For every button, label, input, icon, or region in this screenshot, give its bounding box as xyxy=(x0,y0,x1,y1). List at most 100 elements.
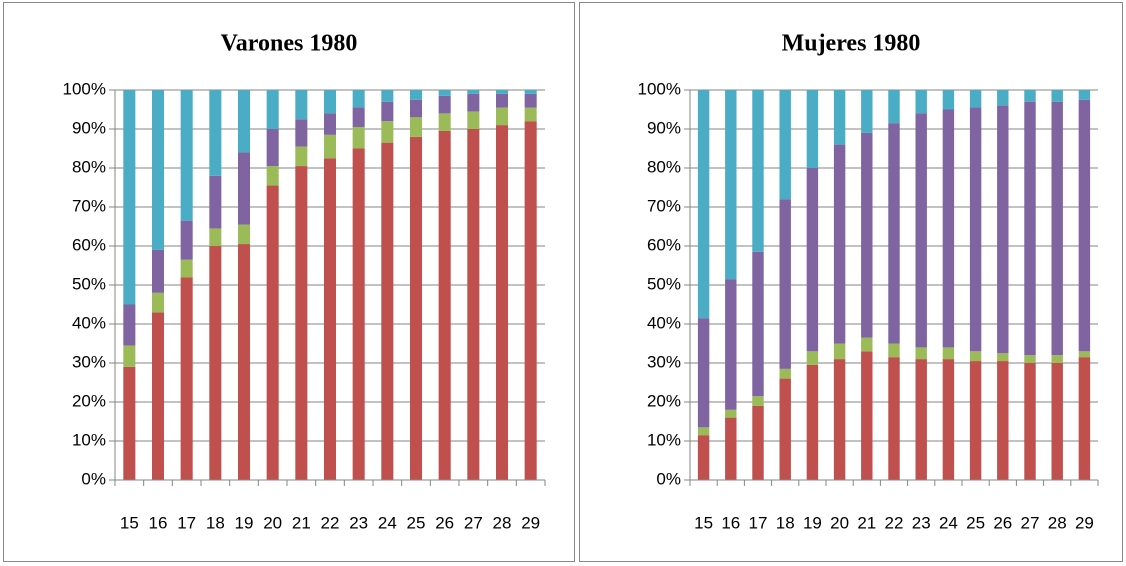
bar-segment xyxy=(752,396,764,406)
x-tick-label: 18 xyxy=(206,513,225,532)
bar-segment xyxy=(861,90,873,133)
bar-segment xyxy=(725,417,737,480)
bar-segment xyxy=(1024,90,1036,102)
y-tick-label: 10% xyxy=(647,430,681,449)
bar-segment xyxy=(779,368,791,379)
bar-segment xyxy=(1024,355,1036,363)
x-tick-label: 24 xyxy=(378,513,397,532)
bar-segment xyxy=(495,125,509,480)
bar-segment xyxy=(295,146,308,167)
x-tick-label: 28 xyxy=(1048,513,1067,532)
bar-segment xyxy=(323,158,337,480)
x-tick-label: 17 xyxy=(749,513,768,532)
bar-segment xyxy=(180,220,193,260)
bar-segment xyxy=(151,90,165,250)
x-tick-label: 20 xyxy=(263,513,282,532)
bar-segment xyxy=(409,117,423,137)
bar-segment xyxy=(697,427,710,436)
y-tick-label: 10% xyxy=(72,430,106,449)
y-tick-label: 80% xyxy=(72,157,106,176)
bar-segment xyxy=(969,361,982,480)
bar-segment xyxy=(352,90,365,108)
bar-segment xyxy=(779,199,791,369)
x-tick-label: 15 xyxy=(120,513,139,532)
bar-segment xyxy=(123,345,136,367)
x-tick-label: 15 xyxy=(694,513,713,532)
y-tick-label: 100% xyxy=(638,79,681,98)
bar-segment xyxy=(806,90,819,168)
bar-segment xyxy=(381,101,394,122)
bar-segment xyxy=(209,175,222,229)
bar-segment xyxy=(888,343,900,358)
bar-segment xyxy=(467,93,480,112)
bar-segment xyxy=(467,129,480,480)
y-tick-label: 50% xyxy=(72,274,106,293)
y-tick-label: 70% xyxy=(647,196,681,215)
x-tick-label: 29 xyxy=(1075,513,1094,532)
x-tick-label: 21 xyxy=(857,513,876,532)
bar-segment xyxy=(524,93,537,108)
bar-segment xyxy=(888,90,900,124)
bar-segment xyxy=(266,185,279,481)
bar-segment xyxy=(725,409,737,418)
x-tick-label: 27 xyxy=(1021,513,1040,532)
bar-segment xyxy=(1051,101,1063,356)
x-tick-label: 20 xyxy=(830,513,849,532)
chart-title: Mujeres 1980 xyxy=(782,31,921,57)
y-tick-label: 20% xyxy=(72,391,106,410)
bar-segment xyxy=(1051,90,1063,102)
y-tick-label: 80% xyxy=(647,157,681,176)
bar-segment xyxy=(381,90,394,102)
x-tick-label: 17 xyxy=(177,513,196,532)
bar-segment xyxy=(942,347,955,360)
bar-segment xyxy=(266,166,279,186)
bar-segment xyxy=(806,168,819,352)
bar-segment xyxy=(888,357,900,480)
y-tick-label: 60% xyxy=(72,235,106,254)
bar-segment xyxy=(352,127,365,149)
x-tick-label: 24 xyxy=(939,513,958,532)
bar-segment xyxy=(833,343,846,360)
x-tick-label: 28 xyxy=(493,513,512,532)
bar-segment xyxy=(409,90,423,100)
bar-segment xyxy=(1078,357,1091,480)
bar-segment xyxy=(833,144,846,344)
bar-segment xyxy=(997,90,1009,106)
bar-segment xyxy=(323,113,337,135)
x-tick-label: 23 xyxy=(912,513,931,532)
x-tick-label: 16 xyxy=(721,513,740,532)
bar-segment xyxy=(209,246,222,480)
bar-segment xyxy=(180,90,193,221)
bar-segment xyxy=(352,148,365,480)
y-tick-label: 20% xyxy=(647,391,681,410)
bar-segment xyxy=(861,132,873,338)
bar-segment xyxy=(409,136,423,481)
bar-segment xyxy=(151,249,165,293)
bar-segment xyxy=(1078,99,1091,352)
bar-segment xyxy=(266,90,279,129)
y-tick-label: 70% xyxy=(72,196,106,215)
bar-segment xyxy=(438,95,451,114)
bar-segment xyxy=(352,107,365,128)
bar-segment xyxy=(779,90,791,200)
bar-segment xyxy=(295,166,308,481)
bar-segment xyxy=(323,90,337,114)
bar-segment xyxy=(779,378,791,480)
bar-segment xyxy=(524,107,537,122)
y-tick-label: 90% xyxy=(647,118,681,137)
bar-segment xyxy=(969,107,982,352)
y-tick-label: 100% xyxy=(63,79,106,98)
bar-segment xyxy=(323,134,337,159)
bar-segment xyxy=(861,337,873,352)
bar-segment xyxy=(833,359,846,480)
bar-segment xyxy=(123,304,136,346)
bar-segment xyxy=(915,347,927,360)
bar-segment xyxy=(915,359,927,480)
bar-segment xyxy=(180,259,193,278)
bar-segment xyxy=(295,119,308,147)
bar-segment xyxy=(997,353,1009,362)
x-tick-label: 21 xyxy=(292,513,311,532)
bar-segment xyxy=(697,318,710,428)
y-tick-label: 90% xyxy=(72,118,106,137)
x-tick-label: 25 xyxy=(407,513,426,532)
